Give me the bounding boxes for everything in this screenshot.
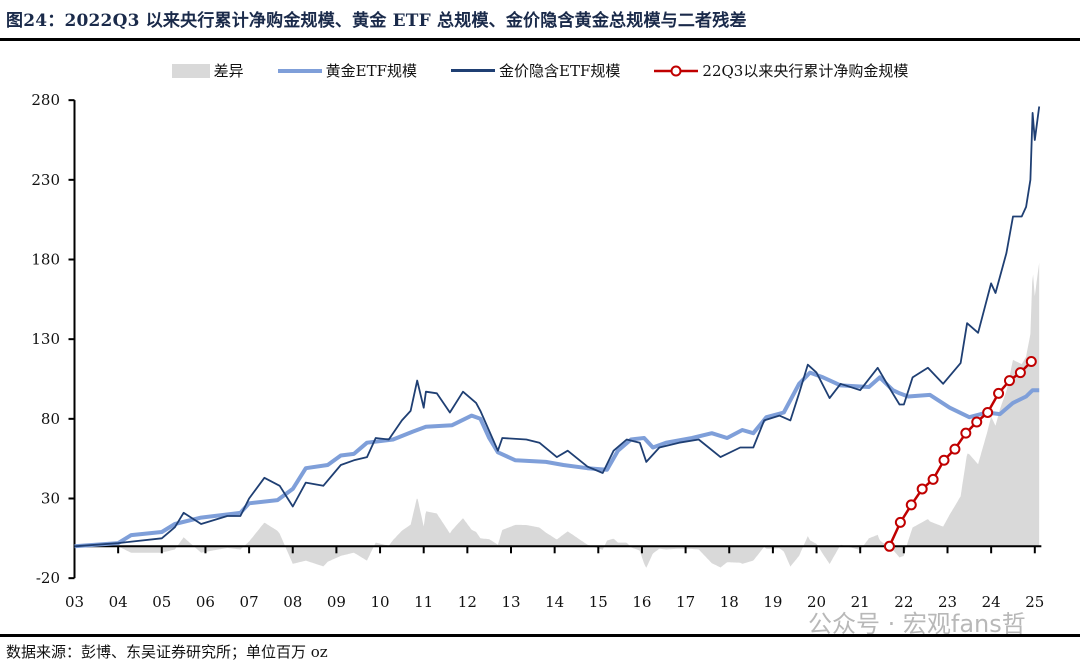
legend-item-etf: 黄金ETF规模 bbox=[277, 60, 418, 81]
cb-data-point bbox=[938, 454, 950, 466]
chart-legend: 差异 黄金ETF规模 金价隐含ETF规模 22Q3以来央行累计净购金规模 bbox=[0, 60, 1080, 81]
y-tick-label: 130 bbox=[31, 330, 60, 348]
legend-swatch-implied bbox=[451, 69, 496, 72]
y-tick-label: 180 bbox=[31, 251, 60, 269]
cb-data-point bbox=[883, 540, 895, 552]
y-tick-label: -20 bbox=[36, 569, 60, 587]
title-divider bbox=[0, 38, 1080, 41]
x-tick-label: 17 bbox=[676, 593, 695, 611]
x-tick-label: 05 bbox=[152, 593, 171, 611]
cb-data-point bbox=[1025, 355, 1037, 367]
x-tick-label: 25 bbox=[1025, 593, 1044, 611]
x-tick-label: 10 bbox=[371, 593, 390, 611]
cb-data-point bbox=[982, 406, 994, 418]
y-tick-label: 280 bbox=[31, 91, 60, 109]
cb-data-point bbox=[894, 516, 906, 528]
x-tick-label: 12 bbox=[458, 593, 477, 611]
footer-divider bbox=[0, 634, 1080, 637]
y-tick-label: 230 bbox=[31, 171, 60, 189]
cb-data-point bbox=[971, 416, 983, 428]
x-tick-label: 21 bbox=[851, 593, 870, 611]
legend-item-cb: 22Q3以来央行累计净购金规模 bbox=[654, 60, 908, 81]
legend-item-diff: 差异 bbox=[171, 60, 244, 81]
x-tick-label: 13 bbox=[501, 593, 520, 611]
figure-title: 图24：2022Q3 以来央行累计净购金规模、黄金 ETF 总规模、金价隐含黄金… bbox=[6, 11, 747, 31]
cb-data-point bbox=[916, 483, 928, 495]
x-tick-label: 24 bbox=[982, 593, 1001, 611]
x-tick-label: 03 bbox=[65, 593, 84, 611]
legend-label-implied: 金价隐含ETF规模 bbox=[499, 62, 621, 80]
x-tick-label: 19 bbox=[763, 593, 782, 611]
legend-swatch-cb bbox=[654, 65, 699, 76]
x-tick-label: 08 bbox=[283, 593, 302, 611]
source-note: 数据来源：彭博、东吴证券研究所；单位百万 oz bbox=[6, 643, 328, 661]
etf-series-line bbox=[74, 370, 1040, 549]
cb-data-point bbox=[1014, 367, 1026, 379]
x-tick-label: 14 bbox=[545, 593, 564, 611]
cb-data-point bbox=[960, 427, 972, 439]
cb-data-point bbox=[949, 443, 961, 455]
x-tick-label: 15 bbox=[589, 593, 608, 611]
cb-data-point bbox=[905, 499, 917, 511]
y-tick-label: 80 bbox=[41, 410, 60, 428]
watermark: 公众号 · 宏观fans哲 bbox=[808, 610, 1026, 638]
x-tick-label: 06 bbox=[196, 593, 215, 611]
y-tick-label: 30 bbox=[41, 490, 60, 508]
difference-area bbox=[74, 262, 1040, 568]
legend-label-etf: 黄金ETF规模 bbox=[325, 62, 418, 80]
x-tick-label: 07 bbox=[240, 593, 259, 611]
legend-swatch-etf bbox=[277, 68, 322, 73]
x-tick-label: 23 bbox=[938, 593, 957, 611]
legend-item-implied: 金价隐含ETF规模 bbox=[451, 60, 620, 81]
x-tick-label: 04 bbox=[109, 593, 128, 611]
cb-data-point bbox=[993, 387, 1005, 399]
legend-swatch-diff bbox=[171, 63, 210, 78]
x-tick-label: 09 bbox=[327, 593, 346, 611]
x-tick-label: 11 bbox=[414, 593, 433, 611]
cb-data-point bbox=[1003, 375, 1015, 387]
legend-label-diff: 差异 bbox=[213, 62, 244, 80]
legend-label-cb: 22Q3以来央行累计净购金规模 bbox=[702, 62, 909, 80]
x-tick-label: 16 bbox=[632, 593, 651, 611]
x-tick-label: 18 bbox=[720, 593, 739, 611]
implied-series-line bbox=[74, 106, 1041, 548]
x-tick-label: 22 bbox=[894, 593, 913, 611]
cb-data-point bbox=[927, 473, 939, 485]
x-tick-label: 20 bbox=[807, 593, 826, 611]
